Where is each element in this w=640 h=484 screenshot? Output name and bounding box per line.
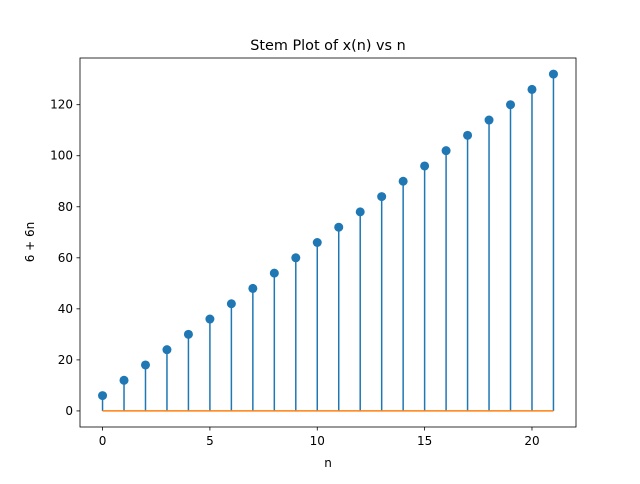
stem-marker <box>548 69 558 79</box>
stem-marker <box>248 283 258 293</box>
stem-marker <box>355 207 365 217</box>
stem-marker <box>420 161 430 171</box>
plot-frame <box>79 57 577 428</box>
x-axis-label: n <box>324 456 332 470</box>
chart-title: Stem Plot of x(n) vs n <box>250 38 406 54</box>
stem-marker <box>527 84 537 94</box>
stem-marker <box>98 391 108 401</box>
y-axis-label: 6 + 6n <box>23 222 37 263</box>
stem-marker <box>140 360 150 370</box>
y-tick-label: 0 <box>65 404 73 418</box>
y-tick-label: 80 <box>58 200 73 214</box>
x-tick-label: 15 <box>417 434 432 448</box>
stem-marker <box>205 314 215 324</box>
x-tick-label: 20 <box>524 434 539 448</box>
stem-marker <box>312 238 322 247</box>
x-tick-label: 0 <box>99 434 107 448</box>
stem-marker <box>441 146 451 156</box>
stem-marker <box>484 115 494 125</box>
stem-marker <box>269 268 279 278</box>
y-tick-label: 20 <box>58 353 73 367</box>
x-tick-label: 10 <box>310 434 325 448</box>
stem-marker <box>291 253 301 263</box>
stem-marker <box>463 130 473 140</box>
y-tick-label: 120 <box>50 98 73 112</box>
y-tick-label: 40 <box>58 302 73 316</box>
stem-marker <box>183 329 193 339</box>
plot-layer <box>98 69 558 412</box>
stem-marker <box>398 176 408 186</box>
stem-marker <box>334 222 344 232</box>
stem-marker <box>162 345 172 355</box>
stem-marker <box>226 299 236 309</box>
stem-marker <box>506 100 516 110</box>
y-tick-label: 100 <box>50 149 73 163</box>
axes-layer: 0 5 10 15 20 0 20 40 60 80 100 120 <box>50 57 577 448</box>
stem-marker <box>119 375 129 385</box>
y-tick-label: 60 <box>58 251 73 265</box>
x-tick-label: 5 <box>206 434 214 448</box>
stem-marker <box>377 192 387 202</box>
